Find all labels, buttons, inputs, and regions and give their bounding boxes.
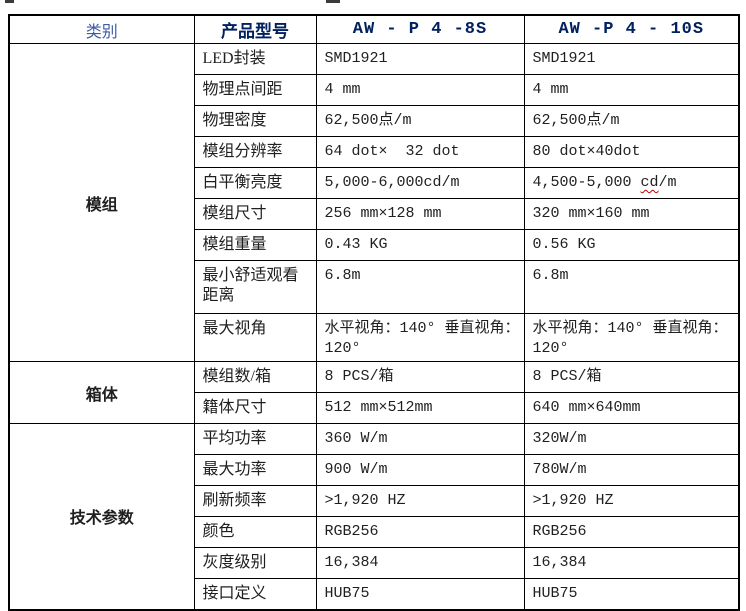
value-cell: 5,000-6,000cd/m — [315, 167, 525, 199]
row-label: 最大功率 — [193, 454, 317, 486]
row-label: 物理密度 — [193, 105, 317, 137]
value-cell: 900 W/m — [315, 454, 525, 486]
value-cell: 64 dot× 32 dot — [315, 136, 525, 168]
group-cell: 箱体 — [8, 361, 195, 424]
value-cell: 320W/m — [523, 423, 740, 455]
table-row: 模组 LED封装 SMD1921 SMD1921 — [8, 43, 740, 362]
value-cell: RGB256 — [523, 516, 740, 548]
table-row: 箱体 模组数/箱 8 PCS/箱 8 PCS/箱 — [8, 361, 740, 424]
top-edge-artifact — [326, 0, 340, 3]
table-row: 模组重量 0.43 KG 0.56 KG — [9, 229, 740, 261]
value-cell: 62,500点/m — [523, 105, 740, 137]
value-cell: 780W/m — [523, 454, 740, 486]
value-cell: 80 dot×40dot — [523, 136, 740, 168]
value-cell: 256 mm×128 mm — [315, 198, 525, 230]
value-cell: 360 W/m — [315, 423, 525, 455]
table-row: 物理点间距 4 mm 4 mm — [9, 74, 740, 106]
row-label: LED封装 — [193, 43, 317, 75]
row-label: 模组数/箱 — [193, 361, 317, 393]
row-label: 灰度级别 — [193, 547, 317, 579]
spellcheck-underline: cd — [640, 174, 659, 191]
header-model-aw-p4-10s: AW -P 4 - 10S — [523, 14, 740, 44]
table-row: 灰度级别 16,384 16,384 — [9, 547, 740, 579]
row-label: 模组分辨率 — [193, 136, 317, 168]
table-row: 接口定义 HUB75 HUB75 — [9, 578, 740, 610]
group-cell: 技术参数 — [8, 423, 195, 610]
value-cell: 512 mm×512mm — [315, 392, 525, 424]
value-cell: SMD1921 — [523, 43, 740, 75]
value-cell: 4 mm — [523, 74, 740, 106]
table-row: 最大视角 水平视角：140° 垂直视角： 120° 水平视角：140° 垂直视角： … — [9, 313, 740, 362]
row-label: 模组尺寸 — [193, 198, 317, 230]
row-label: 模组重量 — [193, 229, 317, 261]
value-cell: 16,384 — [315, 547, 525, 579]
row-label: 颜色 — [193, 516, 317, 548]
value-cell: RGB256 — [315, 516, 525, 548]
value-cell: 水平视角：140° 垂直视角： 120° — [523, 313, 740, 362]
row-label: 物理点间距 — [193, 74, 317, 106]
header-category: 类别 — [8, 14, 195, 44]
value-cell: 4 mm — [315, 74, 525, 106]
row-label: 最大视角 — [193, 313, 317, 362]
table-row: 技术参数 平均功率 360 W/m 320W/m — [8, 423, 740, 610]
value-cell: 0.56 KG — [523, 229, 740, 261]
value-cell: 6.8m — [315, 260, 525, 314]
value-cell: 8 PCS/箱 — [523, 361, 740, 393]
value-cell: SMD1921 — [315, 43, 525, 75]
value-cell: 8 PCS/箱 — [315, 361, 525, 393]
table-row: 最小舒适观看距离 6.8m 6.8m — [9, 260, 740, 314]
table-row: 最大功率 900 W/m 780W/m — [9, 454, 740, 486]
value-cell: 6.8m — [523, 260, 740, 314]
value-cell: >1,920 HZ — [523, 485, 740, 517]
value-cell: 320 mm×160 mm — [523, 198, 740, 230]
header-product-model: 产品型号 — [193, 14, 317, 44]
spec-table: 类别 产品型号 AW - P 4 -8S AW -P 4 - 10S 模组 LED… — [8, 14, 740, 611]
row-label: 白平衡亮度 — [193, 167, 317, 199]
group-cell: 模组 — [8, 43, 195, 362]
value-cell: 水平视角：140° 垂直视角： 120° — [315, 313, 525, 362]
value-cell: 640 mm×640mm — [523, 392, 740, 424]
row-label: 接口定义 — [193, 578, 317, 610]
header-row: 类别 产品型号 AW - P 4 -8S AW -P 4 - 10S — [8, 14, 740, 44]
row-label: 平均功率 — [193, 423, 317, 455]
table-row: 物理密度 62,500点/m 62,500点/m — [9, 105, 740, 137]
row-label: 籍体尺寸 — [193, 392, 317, 424]
table-row: 模组分辨率 64 dot× 32 dot 80 dot×40dot — [9, 136, 740, 168]
value-cell: 62,500点/m — [315, 105, 525, 137]
top-edge-artifact — [5, 0, 14, 3]
value-cell: HUB75 — [315, 578, 525, 610]
header-model-aw-p4-8s: AW - P 4 -8S — [315, 14, 525, 44]
value-cell: >1,920 HZ — [315, 485, 525, 517]
value-cell: 4,500-5,000 cd/m — [523, 167, 740, 199]
value-cell: HUB75 — [523, 578, 740, 610]
row-label: 最小舒适观看距离 — [193, 260, 317, 314]
value-cell: 16,384 — [523, 547, 740, 579]
value-cell: 0.43 KG — [315, 229, 525, 261]
row-label: 刷新频率 — [193, 485, 317, 517]
